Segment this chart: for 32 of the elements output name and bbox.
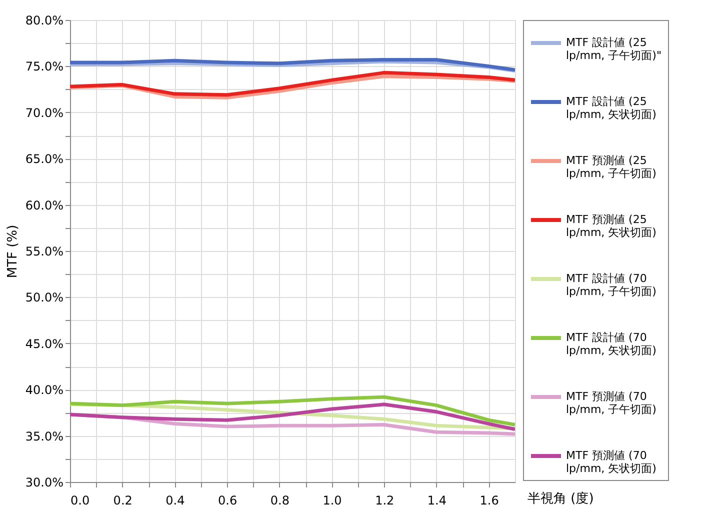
- y-tick-label: 30.0%: [25, 476, 64, 490]
- x-tick-label: 1.6: [480, 494, 499, 508]
- line-series: [70, 70, 515, 97]
- legend-label: MTF 預測値 (25 lp/mm, 矢状切面): [566, 213, 656, 239]
- y-tick-label: 80.0%: [25, 14, 64, 28]
- legend-label: MTF 預測値 (70 lp/mm, 子午切面): [566, 390, 656, 416]
- x-tick-label: 0.8: [270, 494, 290, 508]
- x-tick-label: 0.4: [166, 494, 185, 508]
- y-tick-label: 65.0%: [25, 152, 64, 166]
- y-tick-label: 40.0%: [25, 383, 64, 398]
- y-tick-label: 55.0%: [25, 244, 64, 258]
- x-tick-label: 1.2: [375, 494, 394, 508]
- legend-label: MTF 設計値 (25 lp/mm, 矢状切面): [566, 95, 656, 121]
- x-tick-label: 1.0: [322, 494, 342, 508]
- y-tick-label: 50.0%: [25, 290, 64, 305]
- y-tick-label: 70.0%: [25, 106, 64, 120]
- x-tick-label: 0.6: [218, 494, 238, 508]
- legend-label: MTF 設計値 (70 lp/mm, 矢状切面): [566, 331, 656, 357]
- y-tick-label: 35.0%: [25, 429, 64, 444]
- y-axis-title: MTF (%): [5, 224, 20, 278]
- x-tick-label: 0.2: [113, 494, 132, 508]
- legend-label: MTF 設計値 (70 lp/mm, 子午切面): [566, 272, 656, 298]
- legend-label: MTF 預測値 (70 lp/mm, 矢状切面): [566, 449, 656, 475]
- x-tick-label: 1.4: [427, 494, 447, 508]
- line-series: [70, 395, 515, 426]
- y-tick-label: 60.0%: [25, 198, 64, 212]
- y-tick-label: 45.0%: [25, 336, 64, 351]
- legend-label: MTF 預測値 (25 lp/mm, 子午切面): [566, 154, 656, 180]
- x-axis-title: 半視角 (度): [528, 490, 594, 506]
- legend-label: MTF 設計値 (25 lp/mm, 子午切面)": [566, 36, 662, 62]
- x-tick-label: 0.0: [70, 494, 90, 508]
- y-tick-label: 75.0%: [25, 60, 64, 74]
